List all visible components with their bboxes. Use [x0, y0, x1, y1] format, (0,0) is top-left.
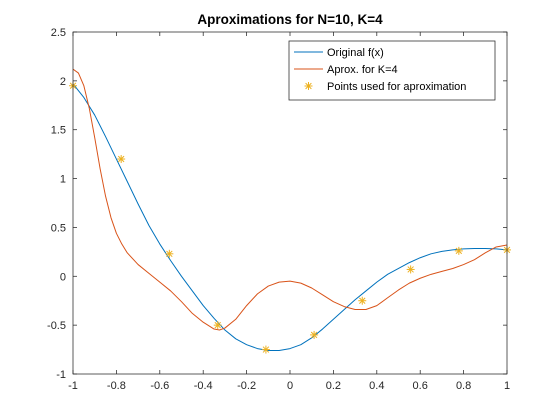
legend: Original f(x) Aprox. for K=4 Points used f…: [288, 40, 496, 101]
x-tick-label: -1: [68, 380, 78, 392]
x-tick-label: 1: [504, 380, 510, 392]
tick-layer: -1 -0.8 -0.6 -0.4 -0.2 0 0.2 0.4 0.6 0.8 1 -1 -0.5 0 0…: [47, 27, 510, 392]
data-point-marker: [454, 246, 463, 255]
series-line-1: [73, 68, 507, 331]
legend-label: Original f(x): [327, 47, 384, 59]
legend-entry: Aprox. for K=4: [294, 64, 398, 76]
x-tick-label: 0.6: [413, 380, 428, 392]
x-tick-label: -0.2: [237, 380, 256, 392]
x-tick-label: 0.2: [326, 380, 341, 392]
data-point-marker: [117, 155, 126, 164]
legend-marker-swatch: [304, 82, 313, 90]
y-tick-label: 1: [60, 174, 66, 186]
y-tick-label: 0: [60, 271, 66, 283]
x-tick-label: -0.8: [107, 380, 126, 392]
star-stroke: [117, 155, 125, 163]
star-stroke: [262, 346, 270, 353]
series-line-0: [73, 83, 507, 352]
star-stroke: [310, 331, 318, 339]
x-tick-label: -0.4: [194, 380, 213, 392]
chart-title: Aproximations for N=10, K=4: [197, 12, 383, 27]
star-stroke: [305, 82, 312, 90]
legend-entry: Original f(x): [294, 47, 384, 59]
x-tick-label: 0.4: [369, 380, 384, 392]
data-point-marker: [310, 330, 319, 339]
data-point-marker: [165, 249, 174, 258]
legend-label: Points used for aproximation: [327, 81, 466, 93]
y-tick-label: -0.5: [47, 320, 66, 332]
legend-label: Aprox. for K=4: [327, 64, 398, 76]
data-point-marker: [358, 296, 367, 305]
legend-box: [288, 40, 496, 101]
x-tick-label: 0.8: [456, 380, 471, 392]
y-tick-label: 0.5: [51, 222, 66, 234]
star-stroke: [407, 266, 414, 273]
y-tick-label: 2.5: [51, 27, 66, 39]
data-point-marker: [261, 345, 270, 354]
legend-entry: Points used for aproximation: [304, 81, 466, 93]
star-stroke: [359, 297, 366, 304]
series-layer: [69, 68, 511, 354]
y-tick-label: -1: [56, 369, 66, 381]
star-stroke: [166, 250, 173, 258]
y-tick-label: 2: [60, 76, 66, 88]
data-point-marker: [406, 265, 415, 274]
x-tick-label: 0: [287, 380, 293, 392]
star-stroke: [455, 247, 463, 255]
data-point-marker: [213, 321, 222, 330]
y-tick-label: 1.5: [51, 125, 66, 137]
x-tick-label: -0.6: [150, 380, 169, 392]
star-stroke: [214, 321, 221, 329]
